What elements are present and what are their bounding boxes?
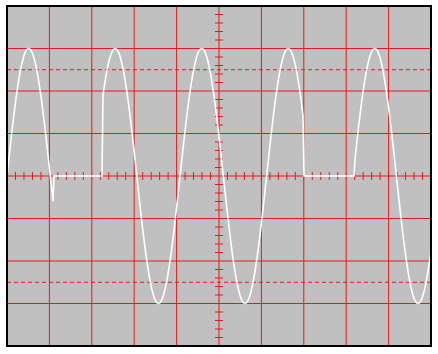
cursor-lines <box>7 69 431 283</box>
signal-trace <box>6 47 432 305</box>
screen-border <box>6 5 432 347</box>
graticule-ticks <box>6 5 432 347</box>
